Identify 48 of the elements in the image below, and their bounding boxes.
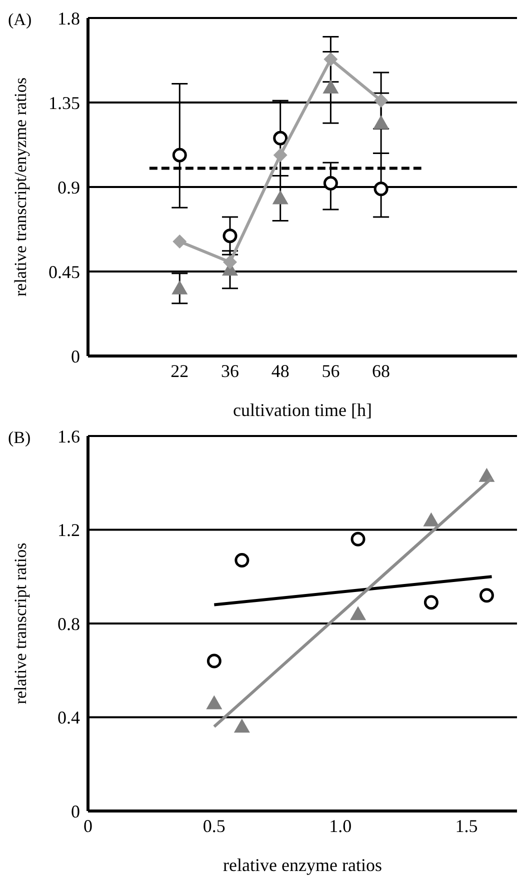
y-tick-label: 1.8 [58, 8, 80, 28]
point [222, 255, 237, 270]
y-tick-label: 0.8 [58, 614, 80, 634]
chart-title: (A) [8, 10, 32, 30]
x-tick-label: 22 [170, 360, 189, 381]
point [323, 176, 338, 190]
point [273, 130, 288, 146]
point [272, 190, 288, 204]
point [350, 532, 366, 546]
point [206, 654, 222, 668]
y-tick-label: 0.9 [58, 177, 80, 198]
point [234, 552, 250, 568]
point [172, 148, 187, 162]
point [206, 695, 222, 710]
y-tick-label: 0.45 [48, 262, 80, 282]
y-tick-label: 1.35 [48, 92, 80, 113]
chart-title: (B) [8, 428, 31, 448]
y-tick-label: 1.6 [58, 426, 80, 446]
x-tick-label: 56 [322, 360, 340, 381]
point [350, 606, 366, 620]
x-tick-label: 48 [271, 360, 290, 381]
x-axis-title: cultivation time [h] [233, 400, 372, 420]
point [374, 182, 388, 196]
y-tick-label: 0 [71, 801, 80, 822]
y-axis-title: relative transcript ratios [11, 542, 30, 704]
x-tick-label: 68 [372, 360, 390, 381]
y-tick-label: 0 [71, 346, 80, 366]
x-tick-label: 36 [220, 360, 239, 381]
point [423, 512, 440, 526]
y-tick-label: 1.2 [58, 520, 80, 540]
point [172, 280, 188, 294]
point [273, 148, 288, 162]
y-tick-label: 0.4 [58, 708, 80, 728]
point [172, 234, 187, 248]
point [234, 718, 250, 733]
x-tick-label: 1.5 [455, 816, 478, 836]
x-tick-label: 1.0 [329, 816, 352, 836]
point [322, 79, 339, 94]
point [324, 52, 338, 66]
point [424, 595, 438, 610]
x-axis-title: relative enzyme ratios [223, 855, 382, 875]
y-axis-title: relative transcript/enyzme ratios [11, 77, 30, 297]
point [222, 228, 238, 244]
x-tick-label: 0 [84, 816, 92, 836]
x-tick-label: 0.5 [202, 816, 226, 836]
point [479, 588, 494, 603]
point [374, 94, 388, 108]
point [373, 115, 390, 130]
